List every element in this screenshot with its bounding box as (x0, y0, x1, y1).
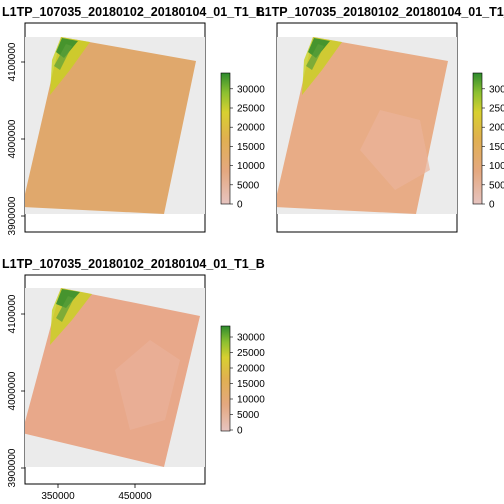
panel-3-ytick-label: 4100000 (7, 294, 18, 333)
legend-tick-label: 10000 (237, 395, 265, 406)
legend-tick-label: 1500 (489, 142, 504, 153)
legend-tick-label: 1000 (489, 161, 504, 172)
panel-3-xtick-label: 350000 (41, 491, 75, 502)
legend-tick-label: 30000 (237, 84, 265, 95)
legend-tick-label: 2500 (489, 104, 504, 115)
legend-tick-label: 0 (237, 200, 243, 211)
legend-tick-label: 20000 (237, 364, 265, 375)
panel-3: L1TP_107035_20180102_20180104_01_T1_B 39… (2, 257, 265, 502)
panel-3-legend: 0 5000 10000 15000 20000 25000 30000 (220, 325, 265, 437)
legend-tick-label: 5000 (237, 410, 260, 421)
panel-3-legend-colorbar (220, 325, 231, 432)
panel-3-ytick-label: 3900000 (7, 448, 18, 487)
panel-1-ytick-label: 4100000 (7, 42, 18, 81)
legend-tick-label: 2000 (489, 123, 504, 134)
legend-tick-label: 15000 (237, 379, 265, 390)
panel-1-vegetation-patch (54, 44, 72, 70)
legend-tick-label: 20000 (237, 123, 265, 134)
panel-1-title: L1TP_107035_20180102_20180104_01_T1_B (2, 5, 265, 19)
panel-3-x-axis: 350000 450000 (41, 484, 152, 502)
panel-2-legend-colorbar (472, 72, 483, 205)
legend-tick-label: 300 (489, 84, 504, 95)
panel-2-vegetation-patch (306, 44, 324, 70)
panel-3-xtick-label: 450000 (118, 491, 152, 502)
panel-3-raster-light-area (115, 340, 180, 430)
legend-tick-label: 0 (237, 426, 243, 437)
panel-1-legend: 0 5000 10000 15000 20000 25000 30000 (220, 72, 265, 211)
legend-tick-label: 10000 (237, 161, 265, 172)
legend-tick-label: 30000 (237, 333, 265, 344)
legend-tick-label: 500 (489, 180, 504, 191)
legend-tick-label: 0 (489, 200, 495, 211)
panel-2-legend: 0 500 1000 1500 2000 2500 300 (472, 72, 504, 211)
panel-2: L1TP_107035_20180102_20180104_01_T1_B 0 5… (257, 5, 504, 233)
panel-2-title: L1TP_107035_20180102_20180104_01_T1_B (257, 5, 504, 19)
legend-tick-label: 25000 (237, 348, 265, 359)
panel-3-title: L1TP_107035_20180102_20180104_01_T1_B (2, 257, 265, 271)
panel-2-raster-light-area (360, 110, 430, 190)
panel-1-legend-colorbar (220, 72, 231, 205)
panel-3-y-axis: 3900000 4000000 4100000 (7, 294, 25, 487)
legend-tick-label: 15000 (237, 142, 265, 153)
legend-tick-label: 25000 (237, 104, 265, 115)
legend-tick-label: 5000 (237, 180, 260, 191)
panel-1: L1TP_107035_20180102_20180104_01_T1_B 39… (2, 5, 265, 235)
panel-1-ytick-label: 4000000 (7, 119, 18, 158)
panel-1-ytick-label: 3900000 (7, 196, 18, 235)
panel-3-vegetation-patch (56, 296, 74, 322)
panel-1-y-axis: 3900000 4000000 4100000 (7, 42, 25, 235)
panel-1-raster (25, 37, 196, 214)
panel-3-ytick-label: 4000000 (7, 371, 18, 410)
